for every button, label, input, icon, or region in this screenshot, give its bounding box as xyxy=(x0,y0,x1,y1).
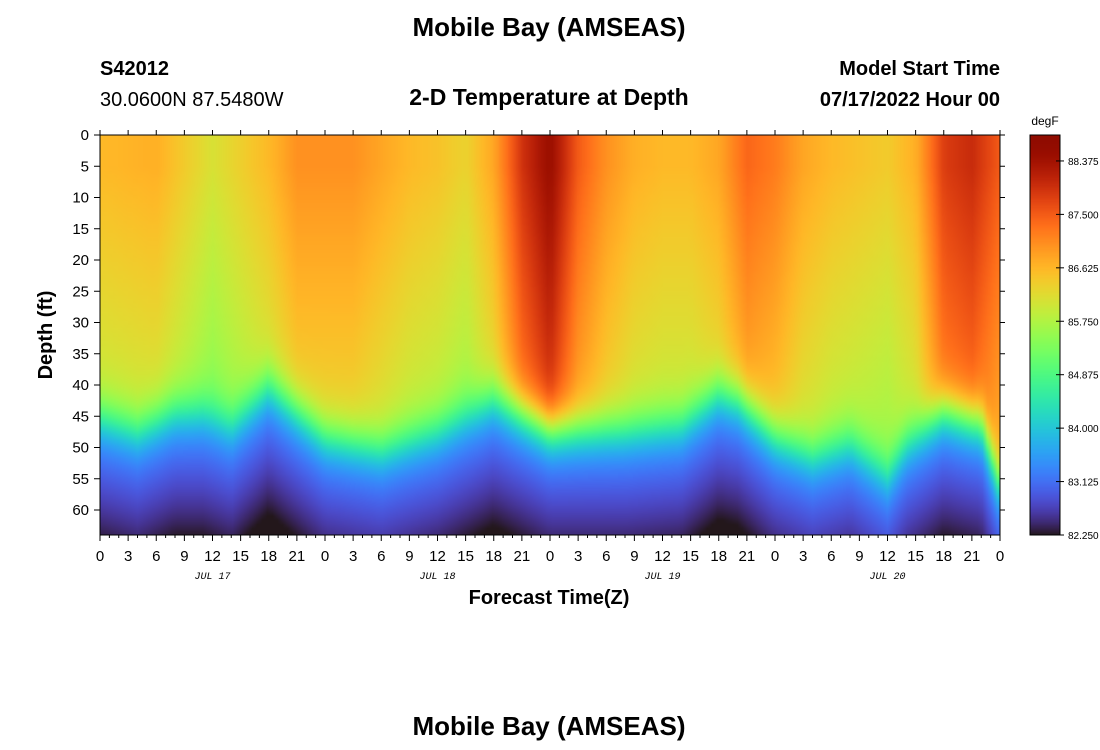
y-axis-label: Depth (ft) xyxy=(35,291,57,380)
x-tick-label: 18 xyxy=(710,548,727,565)
colorbar-tick-label: 88.375 xyxy=(1068,157,1099,168)
x-tick-label: 15 xyxy=(232,548,249,565)
x-tick-label: 9 xyxy=(405,548,413,565)
colorbar-tick-label: 86.625 xyxy=(1068,264,1099,275)
x-tick-label: 0 xyxy=(96,548,104,565)
x-tick-label: 6 xyxy=(602,548,610,565)
x-tick-label: 18 xyxy=(935,548,952,565)
x-tick-label: 18 xyxy=(485,548,502,565)
x-tick-label: 0 xyxy=(546,548,554,565)
model-start-label: Model Start Time xyxy=(839,58,1000,80)
x-tick-label: 3 xyxy=(349,548,357,565)
x-tick-label: 21 xyxy=(739,548,756,565)
y-tick-label: 15 xyxy=(72,221,89,238)
x-tick-label: 9 xyxy=(855,548,863,565)
colorbar-tick-label: 83.125 xyxy=(1068,478,1099,489)
y-tick-label: 20 xyxy=(72,252,89,269)
x-tick-label: 0 xyxy=(771,548,779,565)
x-tick-label: 6 xyxy=(377,548,385,565)
y-tick-label: 55 xyxy=(72,471,89,488)
colorbar-tick-label: 84.000 xyxy=(1068,424,1099,435)
plot-title: 2-D Temperature at Depth xyxy=(409,84,688,110)
x-tick-label: 0 xyxy=(321,548,329,565)
colorbar-tick-label: 85.750 xyxy=(1068,317,1099,328)
y-tick-label: 5 xyxy=(81,158,89,175)
x-tick-label: 15 xyxy=(907,548,924,565)
y-tick-label: 30 xyxy=(72,315,89,332)
x-tick-label: 18 xyxy=(260,548,277,565)
x-tick-label: 6 xyxy=(152,548,160,565)
y-axis: 0 5 10 15 20 25 30 35 40 45 50 55 60 xyxy=(72,127,1005,519)
model-start-value: 07/17/2022 Hour 00 xyxy=(820,89,1000,111)
colorbar-ticks: 88.375 87.500 86.625 85.750 84.875 84.000 83.1… xyxy=(1056,157,1099,542)
x-axis-label: Forecast Time(Z) xyxy=(469,587,630,609)
x-tick-label: 3 xyxy=(799,548,807,565)
x-tick-label: 12 xyxy=(879,548,896,565)
x-tick-label: 21 xyxy=(964,548,981,565)
x-tick-label: 3 xyxy=(574,548,582,565)
y-tick-label: 50 xyxy=(72,440,89,457)
x-tick-label: 15 xyxy=(457,548,474,565)
x-tick-label: 12 xyxy=(654,548,671,565)
chart-title: Mobile Bay (AMSEAS) xyxy=(412,12,685,42)
colorbar-tick-label: 84.875 xyxy=(1068,371,1099,382)
colorbar-frame xyxy=(1029,134,1061,536)
x-axis: 0 3 6 9 12 15 18 21 0 3 6 9 12 15 18 21 0 3 6 9 12 15 18 21 0 3 6 9… xyxy=(96,130,1004,565)
x-tick-label: 12 xyxy=(204,548,221,565)
colorbar-tick-label: 87.500 xyxy=(1068,210,1099,221)
date-label: JUL 17 xyxy=(194,572,230,583)
x-tick-label: 9 xyxy=(180,548,188,565)
x-tick-label: 21 xyxy=(289,548,306,565)
date-label: JUL 18 xyxy=(419,572,455,583)
station-coords: 30.0600N 87.5480W xyxy=(100,89,284,111)
colorbar-unit: degF xyxy=(1031,114,1058,128)
x-tick-label: 9 xyxy=(630,548,638,565)
y-tick-label: 10 xyxy=(72,190,89,207)
y-tick-label: 45 xyxy=(72,408,89,425)
date-labels: JUL 17 JUL 18 JUL 19 JUL 20 xyxy=(194,572,905,583)
date-label: JUL 19 xyxy=(644,572,680,583)
footer-title: Mobile Bay (AMSEAS) xyxy=(412,711,685,741)
station-id: S42012 xyxy=(100,58,169,80)
x-tick-label: 21 xyxy=(514,548,531,565)
x-tick-label: 3 xyxy=(124,548,132,565)
y-tick-label: 60 xyxy=(72,502,89,519)
x-tick-label: 0 xyxy=(996,548,1004,565)
colorbar xyxy=(1030,135,1060,535)
y-tick-label: 0 xyxy=(81,127,89,144)
x-tick-label: 15 xyxy=(682,548,699,565)
heatmap xyxy=(100,135,1000,535)
y-tick-label: 35 xyxy=(72,346,89,363)
date-label: JUL 20 xyxy=(869,572,905,583)
x-tick-label: 12 xyxy=(429,548,446,565)
x-tick-label: 6 xyxy=(827,548,835,565)
y-tick-label: 25 xyxy=(72,283,89,300)
colorbar-tick-label: 82.250 xyxy=(1068,531,1099,542)
y-tick-label: 40 xyxy=(72,377,89,394)
